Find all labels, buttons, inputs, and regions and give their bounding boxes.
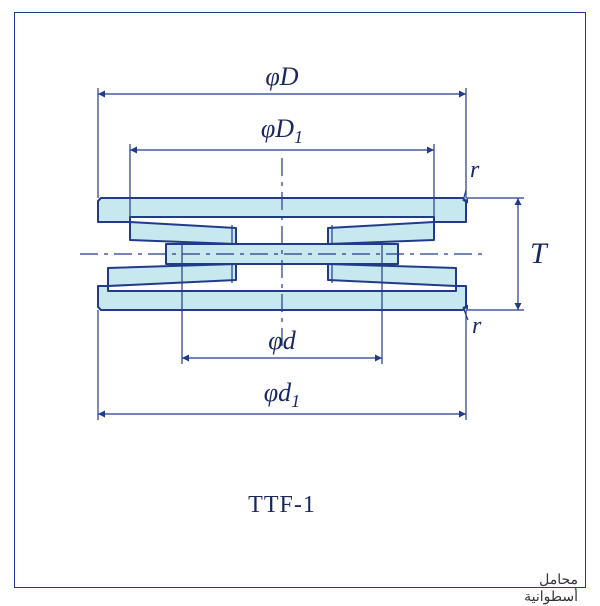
label-phiD: φD	[265, 62, 298, 92]
label-phid: φd	[268, 326, 295, 356]
label-phiD1: φD1	[261, 114, 303, 148]
label-r-bot: r	[472, 313, 481, 340]
diagram-title: TTF-1	[248, 492, 316, 519]
label-r-top: r	[470, 157, 479, 184]
label-T: T	[530, 237, 547, 271]
label-phid1: φd1	[264, 378, 300, 412]
caption-text: محامل أسطوانية	[524, 572, 578, 606]
